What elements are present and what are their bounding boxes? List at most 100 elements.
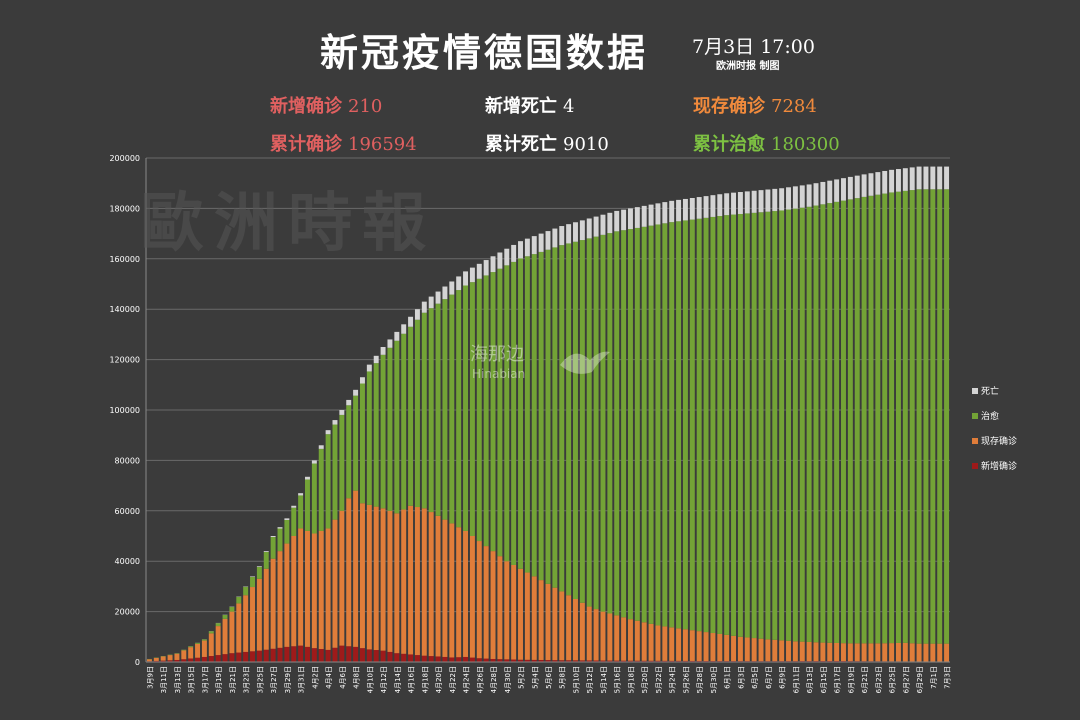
bar-new-confirmed [621,660,627,662]
bar-deaths [875,172,881,195]
bar-stack [195,642,201,662]
bar-deaths [298,493,304,496]
bar-deaths [311,460,317,464]
bar-stack [731,192,737,662]
bar-stack [497,252,503,662]
bar-deaths [593,216,599,237]
stat-total-confirmed: 累计确诊 196594 [270,130,417,156]
bar-active [621,617,627,661]
bar-new-confirmed [641,660,647,662]
bar-recovered [854,198,860,644]
bar-active [751,638,757,662]
bar-active [243,595,249,652]
bar-recovered [394,340,400,514]
bar-deaths [930,166,936,190]
x-tick-label: 4月26日 [476,666,484,693]
bar-stack [524,238,530,662]
bar-active [524,572,530,660]
bar-deaths [579,220,585,241]
bar-deaths [428,296,434,309]
bar-active [442,519,448,657]
bar-recovered [909,190,915,644]
bar-deaths [923,166,929,190]
bar-stack [676,199,682,662]
bar-new-confirmed [504,659,510,662]
x-tick-label: 6月1日 [724,666,732,689]
bar-deaths [909,167,915,191]
bar-recovered [346,405,352,499]
bar-deaths [600,214,606,235]
bar-stack [930,166,936,662]
bar-active [600,611,606,661]
watermark-main: 歐洲時報 [140,186,436,261]
bar-new-confirmed [263,649,269,662]
legend-label: 新增确诊 [981,462,1018,472]
bar-new-confirmed [229,653,235,662]
bar-active [359,503,365,649]
x-tick-label: 4月22日 [449,666,457,693]
bar-deaths [827,180,833,204]
y-tick-label: 120000 [109,356,140,365]
bar-new-confirmed [428,656,434,662]
bar-recovered [573,241,578,599]
bar-recovered [772,211,778,640]
bar-stack [215,622,221,662]
bar-new-confirmed [181,659,187,662]
bar-stack [682,198,688,662]
stat-label: 累计确诊 [270,134,342,155]
bar-active [531,576,537,660]
bar-recovered [380,354,386,509]
bar-new-confirmed [518,659,523,662]
bar-active [174,653,180,660]
bar-recovered [813,205,819,643]
bar-stack [414,309,420,662]
bar-new-confirmed [682,660,688,662]
bar-active [188,647,194,659]
bar-deaths [717,194,723,217]
bar-active [834,642,840,661]
x-tick-label: 5月12日 [586,666,594,693]
bar-new-confirmed [311,648,317,662]
bar-stack [380,347,386,662]
bar-stack [490,256,496,662]
bar-stack [256,566,262,662]
bar-active [449,523,455,658]
bar-stack [160,656,166,662]
bar-new-confirmed [538,659,544,662]
x-tick-label: 5月28日 [696,666,704,693]
bar-recovered [195,642,201,644]
bar-active [545,583,551,661]
bar-recovered [765,211,771,640]
bar-stack [435,291,441,662]
x-tick-label: 4月8日 [353,666,361,689]
bar-deaths [380,347,386,355]
bar-stack [236,596,242,662]
bar-stack [744,191,750,662]
bar-recovered [937,189,943,644]
bar-new-confirmed [174,659,180,662]
bar-active [717,633,723,662]
bar-deaths [902,168,908,191]
bar-stack [944,166,950,662]
bar-recovered [902,190,908,643]
bar-active [353,490,359,647]
bar-recovered [696,218,702,632]
bar-active [552,587,558,661]
stat-new-confirmed: 新增确诊 210 [270,92,382,118]
bar-active [710,633,716,662]
bar-stack [263,551,269,662]
bar-new-confirmed [380,650,386,662]
bar-deaths [559,226,565,246]
bar-stack [511,244,517,662]
bar-deaths [538,233,544,252]
bar-new-confirmed [648,660,654,662]
bar-recovered [923,189,929,644]
bar-deaths [799,185,805,208]
x-tick-label: 5月20日 [641,666,649,693]
bar-active [346,498,352,647]
bar-active [456,527,462,658]
bar-deaths [614,210,620,232]
bar-active [737,636,743,662]
bar-deaths [916,166,922,190]
bar-active [414,507,420,656]
